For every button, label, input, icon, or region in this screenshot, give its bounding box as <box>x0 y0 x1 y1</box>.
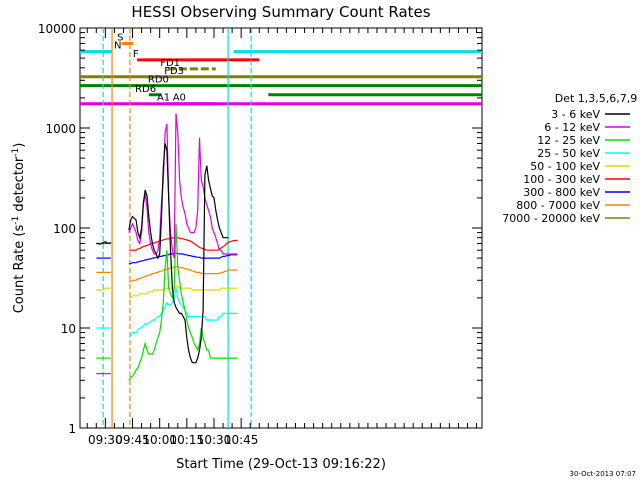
legend-label: 12 - 25 keV <box>537 134 600 147</box>
y-axis-label-exponent-1: -1 <box>11 216 21 225</box>
series-line <box>128 237 238 251</box>
x-axis-label: Start Time (29-Oct-13 09:16:22) <box>176 457 386 472</box>
legend-label: 25 - 50 keV <box>537 147 600 160</box>
legend-label: 3 - 6 keV <box>551 108 600 121</box>
footer-date: 30-Oct-2013 07:07 <box>570 470 636 478</box>
x-tick-label: 10:15 <box>170 433 205 447</box>
flag-label: A1 <box>157 93 170 104</box>
legend-label: 300 - 800 keV <box>523 186 600 199</box>
chart-title: HESSI Observing Summary Count Rates <box>131 3 430 21</box>
state-vertical-lines <box>102 28 252 428</box>
x-tick-label: 10:45 <box>224 433 259 447</box>
x-tick-label: 10:30 <box>197 433 232 447</box>
flag-label: A0 <box>173 93 186 104</box>
series-line <box>128 252 238 265</box>
flag-label: F <box>133 49 139 60</box>
y-tick-label: 10 <box>61 322 76 336</box>
flag-label: N <box>114 41 121 52</box>
legend-label: 7000 - 20000 keV <box>502 212 600 225</box>
series-line <box>96 287 111 291</box>
x-tick-label: 09:30 <box>88 433 123 447</box>
legend-title: Det 1,3,5,6,7,9 <box>555 92 638 105</box>
flag-label: RD6 <box>135 84 156 95</box>
y-axis-label-middle: detector <box>12 156 27 216</box>
data-series <box>96 113 238 381</box>
legend-label: 100 - 300 keV <box>523 173 600 186</box>
legend-label: 6 - 12 keV <box>544 121 600 134</box>
series-line <box>128 223 238 381</box>
flag-label: FD3 <box>164 66 184 77</box>
legend-label: 50 - 100 keV <box>530 160 600 173</box>
flag-label: RD0 <box>148 75 169 86</box>
legend-label: 800 - 7000 keV <box>516 199 600 212</box>
series-line <box>96 241 112 245</box>
y-axis-label: Count Rate (s-1 detector-1) <box>11 143 27 314</box>
series-line <box>128 143 229 364</box>
y-tick-label: 1000 <box>45 122 76 136</box>
y-axis-label-end: ) <box>12 143 27 148</box>
y-axis-label-exponent-2: -1 <box>11 148 21 157</box>
y-tick-label: 100 <box>53 222 76 236</box>
series-line <box>128 288 238 339</box>
x-tick-label: 09:45 <box>115 433 150 447</box>
x-tick-label: 10:00 <box>142 433 177 447</box>
series-line <box>128 113 238 259</box>
y-tick-label: 1 <box>68 422 76 436</box>
flag-label: FD1 <box>160 58 180 69</box>
flag-label: S <box>117 32 123 43</box>
y-tick-label: 10000 <box>38 22 76 36</box>
y-axis: 1 10 100 1000 10000 <box>38 22 482 436</box>
series-line <box>128 285 238 299</box>
series-line <box>128 266 238 283</box>
y-axis-label-main: Count Rate (s <box>12 225 27 314</box>
